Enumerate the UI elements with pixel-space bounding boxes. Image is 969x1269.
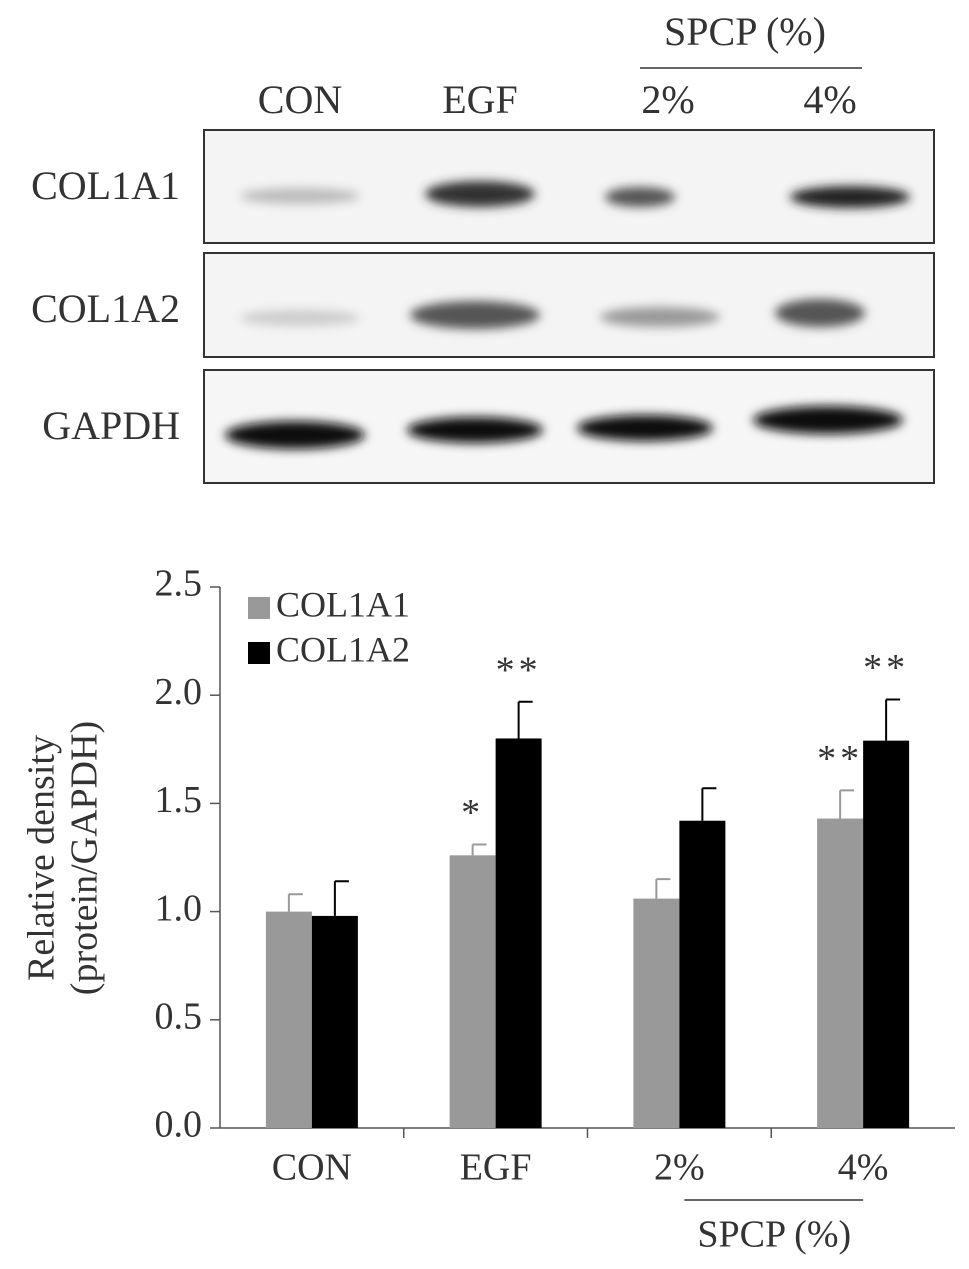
error-bar	[333, 880, 349, 916]
x-tick-label: 2%	[654, 1147, 705, 1189]
bar	[311, 915, 358, 1128]
error-bar	[701, 787, 717, 821]
legend-label: COL1A1	[276, 584, 410, 624]
bands	[225, 181, 910, 449]
bar	[449, 855, 496, 1128]
y-tick-label: 2.5	[155, 563, 203, 605]
significance-label: **	[496, 649, 542, 691]
significance-label: *	[461, 792, 484, 834]
x-tick-label: EGF	[460, 1147, 532, 1189]
y-axis-label: Relative density	[21, 735, 63, 981]
y-axis-label: (protein/GAPDH)	[64, 721, 106, 995]
blot-panel	[203, 129, 935, 244]
bar	[265, 911, 312, 1128]
error-bar	[839, 789, 855, 819]
lane-label: CON	[258, 77, 342, 122]
bar	[863, 740, 910, 1128]
bar	[679, 820, 726, 1128]
error-bar	[517, 700, 533, 739]
lane-label: 2%	[641, 77, 694, 122]
row-label: GAPDH	[42, 403, 180, 448]
error-bar	[655, 878, 671, 899]
significance-label: **	[863, 647, 909, 689]
chart: Relative density (protein/GAPDH) 0.0 0.5 1…	[21, 563, 955, 1256]
x-tick-label: 4%	[838, 1147, 889, 1189]
row-label: COL1A1	[31, 163, 180, 208]
error-bar	[885, 698, 901, 741]
legend-swatch	[248, 642, 270, 664]
lane-label: 4%	[803, 77, 856, 122]
x-tick-label: CON	[272, 1147, 352, 1189]
legend-swatch	[248, 597, 270, 619]
error-bar	[287, 893, 303, 912]
group-label: SPCP (%)	[664, 9, 826, 54]
bar	[633, 898, 680, 1128]
y-tick-label: 2.0	[155, 671, 203, 713]
y-tick-label: 0.0	[155, 1104, 203, 1146]
y-tick-label: 0.5	[155, 996, 203, 1038]
western-blot: SPCP (%) CON EGF 2% 4% COL1A1 COL1A2 GAP…	[31, 9, 935, 484]
legend-label: COL1A2	[276, 629, 410, 669]
error-bar	[471, 843, 487, 856]
y-tick-label: 1.5	[155, 779, 203, 821]
lane-label: EGF	[442, 77, 518, 122]
bar	[817, 818, 864, 1128]
y-tick-label: 1.0	[155, 887, 203, 929]
bar	[495, 738, 542, 1128]
significance-label: **	[817, 738, 863, 780]
group-label: SPCP (%)	[697, 1214, 851, 1256]
row-label: COL1A2	[31, 286, 180, 331]
